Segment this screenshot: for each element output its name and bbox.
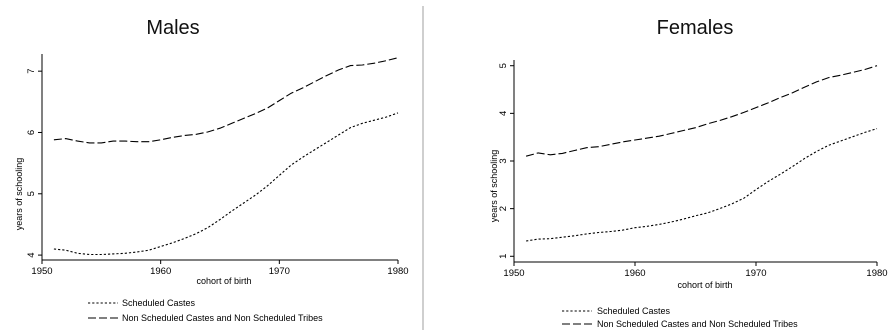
females-legend-label-non-scheduled: Non Scheduled Castes and Non Scheduled T…: [597, 319, 798, 329]
males-y-tick-label-6: 6: [26, 130, 37, 135]
females-chart-title: Females: [657, 17, 734, 39]
males-y-axis-title: years of schooling: [14, 158, 24, 231]
males-panel: Males years of schooling cohort of birth…: [3, 2, 424, 330]
males-y-tick-label-5: 5: [26, 191, 37, 196]
females-x-tick-label-1960: 1960: [624, 268, 645, 279]
females-y-tick-label-3: 3: [498, 158, 509, 163]
males-x-tick-label-1980: 1980: [387, 266, 408, 277]
males-x-tick-label-1960: 1960: [150, 266, 171, 277]
males-x-tick-label-1950: 1950: [31, 266, 52, 277]
females-panel: Females years of schooling cohort of bir…: [470, 2, 888, 330]
females-y-tick-label-5: 5: [498, 63, 509, 68]
females-legend: Scheduled Castes Non Scheduled Castes an…: [562, 306, 798, 329]
males-series-line-non-scheduled: [53, 57, 399, 144]
females-y-tick-label-4: 4: [498, 111, 509, 116]
males-legend-label-non-scheduled: Non Scheduled Castes and Non Scheduled T…: [122, 313, 323, 323]
males-legend-label-scheduled-castes: Scheduled Castes: [122, 298, 196, 308]
females-x-tick-label-1970: 1970: [745, 268, 766, 279]
males-legend: Scheduled Castes Non Scheduled Castes an…: [88, 298, 323, 323]
males-series-line-scheduled-castes: [53, 112, 399, 256]
males-x-axis-title: cohort of birth: [196, 276, 251, 286]
females-x-tick-label-1980: 1980: [866, 268, 887, 279]
females-x-axis-title: cohort of birth: [677, 280, 732, 290]
females-y-tick-label-2: 2: [498, 206, 509, 211]
males-chart-title: Males: [146, 17, 199, 39]
females-series-line-non-scheduled: [525, 65, 878, 157]
females-x-tick-label-1950: 1950: [503, 268, 524, 279]
females-y-tick-label-1: 1: [498, 254, 509, 259]
females-series-line-scheduled-castes: [526, 128, 878, 242]
males-y-tick-label-7: 7: [26, 69, 37, 74]
males-panel-background: [3, 2, 423, 330]
females-y-axis-title: years of schooling: [489, 150, 499, 223]
males-x-tick-label-1970: 1970: [269, 266, 290, 277]
females-legend-label-scheduled-castes: Scheduled Castes: [597, 306, 671, 316]
females-panel-background: [470, 2, 886, 330]
males-y-tick-label-4: 4: [26, 252, 37, 257]
